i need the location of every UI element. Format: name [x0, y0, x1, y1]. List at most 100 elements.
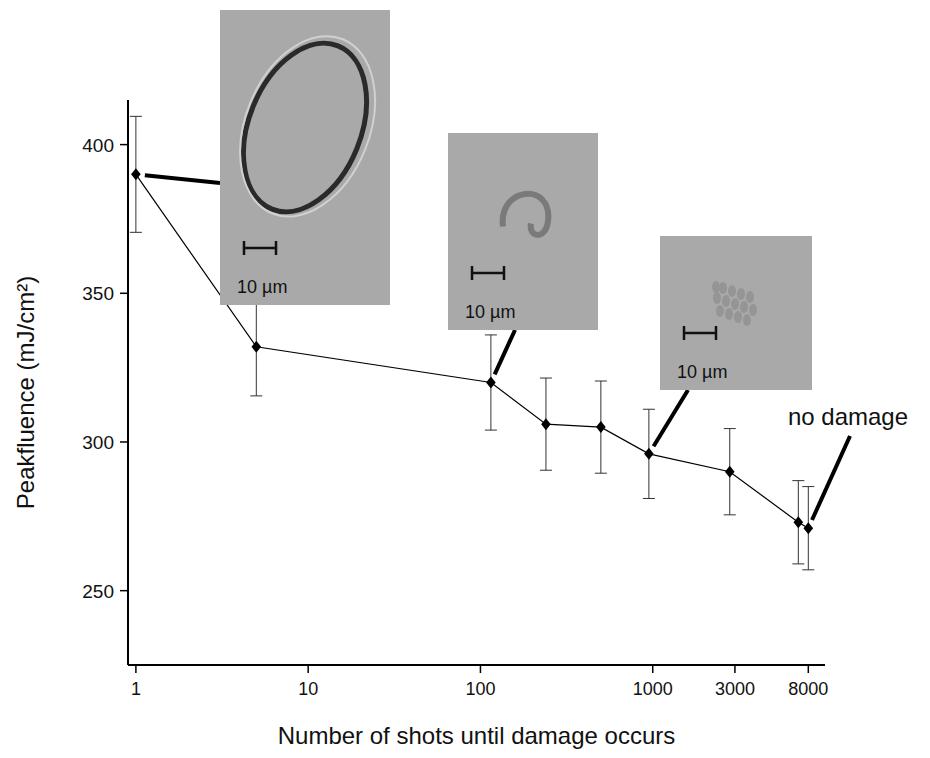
leader-line: [812, 436, 850, 520]
x-tick: [652, 665, 654, 673]
y-tick-label: 250: [82, 581, 114, 602]
error-bar: [802, 487, 814, 570]
leader-line: [145, 175, 220, 183]
error-bar: [250, 298, 262, 396]
x-tick: [734, 665, 736, 673]
inset-damage: [725, 308, 733, 320]
error-bar: [595, 381, 607, 473]
inset-damage: [722, 295, 730, 307]
inset-background: [220, 10, 390, 305]
inset-image: 10 µm: [660, 236, 812, 390]
data-point: [541, 418, 551, 430]
inset-damage: [734, 311, 742, 323]
data-point: [596, 421, 606, 433]
data-point: [794, 516, 804, 528]
x-tick-label: 10: [298, 679, 318, 699]
scale-label: 10 µm: [465, 302, 515, 322]
error-bar: [792, 481, 804, 564]
error-bar: [130, 116, 142, 232]
inset-background: [660, 236, 812, 390]
error-bar-cap: [485, 334, 497, 335]
annotation: no damage: [788, 403, 908, 430]
y-tick: [120, 441, 128, 443]
error-bar-cap: [130, 232, 142, 233]
inset-damage: [728, 285, 736, 297]
scale-bar-end: [275, 241, 278, 255]
data-point: [804, 522, 814, 534]
inset-damage: [503, 194, 549, 235]
leader-line: [654, 390, 688, 446]
scale-bar: [684, 332, 716, 335]
x-tick-label: 1000: [633, 679, 673, 699]
scale-label: 10 µm: [677, 362, 727, 382]
x-axis-title: Number of shots until damage occurs: [278, 722, 676, 749]
x-tick-label: 3000: [715, 679, 755, 699]
x-tick: [480, 665, 482, 673]
inset-damage: [737, 288, 745, 300]
y-tick-label: 350: [82, 283, 114, 304]
inset-damage: [713, 292, 721, 304]
y-axis-title: Peakfluence (mJ/cm²): [12, 276, 39, 509]
error-bar-cap: [802, 569, 814, 570]
y-tick-label: 300: [82, 432, 114, 453]
error-bar-cap: [724, 514, 736, 515]
scale-bar-end: [683, 326, 686, 340]
error-bar: [643, 409, 655, 498]
error-bar-cap: [724, 428, 736, 429]
x-axis-line: [128, 664, 825, 666]
error-bar-cap: [595, 473, 607, 474]
inset-damage: [716, 305, 724, 317]
data-point: [486, 377, 496, 389]
scale-bar: [472, 272, 504, 275]
inset-crater-halo: [215, 16, 400, 237]
inset-damage: [746, 291, 754, 303]
leader-line: [495, 330, 515, 374]
error-bar: [724, 429, 736, 515]
chart: 250 300 350 400 1 10 100 1000 3000 8000 Number of …: [0, 0, 930, 758]
error-bar-cap: [250, 395, 262, 396]
data-point: [644, 448, 654, 460]
x-tick: [808, 665, 810, 673]
error-bar-cap: [540, 378, 552, 379]
y-tick: [120, 144, 128, 146]
error-bar-cap: [792, 563, 804, 564]
inset-crater: [220, 25, 390, 230]
x-tick-label: 8000: [788, 679, 828, 699]
x-tick: [307, 665, 309, 673]
y-tick: [120, 293, 128, 295]
error-bar-cap: [130, 116, 142, 117]
inset-damage: [749, 304, 757, 316]
inset-damage: [712, 281, 720, 293]
error-bar-cap: [643, 498, 655, 499]
x-tick-label: 1: [131, 679, 141, 699]
error-bar-cap: [595, 381, 607, 382]
error-bar-cap: [540, 470, 552, 471]
scale-label: 10 µm: [237, 277, 287, 297]
inset-damage: [740, 301, 748, 313]
inset-damage: [719, 282, 727, 294]
scale-bar-end: [471, 266, 474, 280]
scale-bar-end: [503, 266, 506, 280]
error-bar: [485, 335, 497, 430]
error-bar: [540, 378, 552, 470]
scale-bar-end: [243, 241, 246, 255]
y-tick-label: 400: [82, 135, 114, 156]
x-tick-label: 100: [465, 679, 495, 699]
error-bar-cap: [792, 480, 804, 481]
inset-background: [448, 133, 598, 330]
error-bar-cap: [485, 430, 497, 431]
inset-image: 10 µm: [215, 10, 400, 305]
inset-image: 10 µm: [448, 133, 598, 330]
scale-bar-end: [715, 326, 718, 340]
scale-bar: [244, 247, 276, 250]
data-point: [131, 168, 141, 180]
y-tick: [120, 590, 128, 592]
inset-damage: [743, 314, 751, 326]
error-bar-cap: [643, 409, 655, 410]
x-tick: [135, 665, 137, 673]
data-point: [725, 466, 735, 478]
data-point: [252, 341, 262, 353]
error-bar-cap: [802, 486, 814, 487]
inset-damage: [731, 298, 739, 310]
y-axis-line: [127, 100, 129, 665]
